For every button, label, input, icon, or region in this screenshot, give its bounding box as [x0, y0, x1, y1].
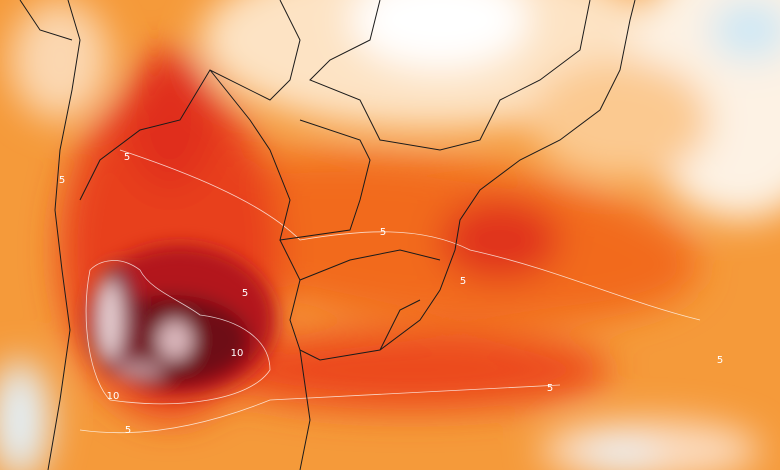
- contour-label: 5: [380, 227, 386, 238]
- contour-label: 5: [124, 152, 130, 163]
- contour-label: 10: [107, 391, 120, 402]
- contour-label: 10: [231, 348, 244, 359]
- contour-label: 5: [717, 355, 723, 366]
- borders: [19, 0, 636, 470]
- contour-labels: 5 5 5 5 5 5 5 5 10 10: [59, 152, 723, 436]
- contour-label: 5: [59, 175, 65, 186]
- contour-label: 5: [125, 425, 131, 436]
- contour-label: 5: [460, 276, 466, 287]
- contour-label: 5: [242, 288, 248, 299]
- contour-label: 5: [547, 383, 553, 394]
